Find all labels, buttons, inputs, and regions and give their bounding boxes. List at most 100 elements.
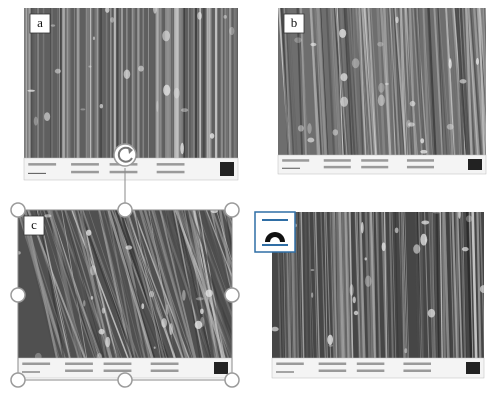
- debris-spot: [141, 303, 145, 310]
- fiber-streak: [224, 210, 232, 256]
- fiber-streak: [365, 8, 376, 155]
- fiber-streak: [468, 212, 474, 358]
- fiber-streak: [368, 212, 374, 358]
- fiber-streak: [467, 8, 480, 155]
- resize-handle[interactable]: [10, 287, 26, 303]
- fiber-streak: [309, 8, 321, 155]
- debris-spot: [310, 268, 315, 271]
- fiber-streak: [187, 210, 220, 358]
- info-text: [323, 159, 351, 162]
- fiber-streak: [353, 212, 360, 358]
- fiber-streak: [363, 8, 377, 155]
- debris-spot: [349, 284, 354, 297]
- fiber-streak: [443, 212, 450, 358]
- fiber-streak: [316, 8, 322, 155]
- fiber-streak: [394, 212, 399, 358]
- fiber-streak: [63, 210, 105, 358]
- selection: [10, 143, 240, 388]
- fiber-streak: [134, 210, 167, 358]
- info-bar: [277, 154, 487, 175]
- debris-spot: [200, 308, 204, 315]
- resize-handle[interactable]: [10, 202, 26, 218]
- fiber-streak: [422, 8, 430, 155]
- fiber-streak: [344, 8, 356, 155]
- fiber-streak: [367, 8, 378, 155]
- debris-spot: [96, 353, 103, 358]
- fiber-streak: [313, 212, 318, 358]
- sem-image: a: [23, 8, 239, 181]
- fiber-streak: [469, 8, 482, 155]
- debris-spot: [394, 227, 399, 234]
- panel-label-box: [29, 13, 51, 34]
- instrument-logo: [466, 362, 480, 374]
- layout-options-button[interactable]: [254, 211, 296, 253]
- fiber-streak: [384, 212, 390, 358]
- resize-handle[interactable]: [224, 287, 240, 303]
- debris-spot: [421, 220, 430, 225]
- fiber-streak: [451, 212, 457, 358]
- fiber-streak: [79, 210, 118, 358]
- fiber-streak: [456, 212, 463, 358]
- debris-spot: [105, 336, 111, 348]
- fiber-streak: [428, 212, 433, 358]
- resize-handle[interactable]: [10, 372, 26, 388]
- info-text: [323, 165, 351, 169]
- fiber-streak: [151, 210, 195, 358]
- fiber-streak: [211, 210, 232, 270]
- info-text: [406, 159, 434, 162]
- fiber-streak: [426, 8, 434, 155]
- fiber-streak: [314, 8, 324, 155]
- fiber-streak: [356, 212, 361, 358]
- debris-spot: [395, 16, 399, 24]
- fiber-streak: [107, 210, 154, 358]
- resize-handle[interactable]: [224, 202, 240, 218]
- fiber-streak: [191, 210, 232, 319]
- fiber-streak: [328, 212, 334, 358]
- fiber-streak: [445, 8, 454, 155]
- fiber-streak: [400, 8, 411, 155]
- fiber-streak: [393, 8, 402, 155]
- debris-spot: [180, 142, 184, 155]
- fiber-streak: [358, 212, 363, 358]
- fiber-streak: [441, 212, 446, 358]
- fiber-streak: [39, 210, 87, 358]
- fiber-streak: [358, 212, 364, 358]
- panel-label: a: [37, 15, 43, 30]
- fiber-streak: [348, 8, 359, 155]
- debris-spot: [165, 304, 169, 315]
- debris-spot: [328, 344, 333, 347]
- resize-handle[interactable]: [117, 202, 133, 218]
- rotate-handle[interactable]: [113, 143, 137, 167]
- fiber-streak: [175, 210, 212, 358]
- debris-spot: [180, 108, 189, 113]
- debris-spot: [413, 244, 421, 254]
- fiber-streak: [198, 210, 232, 309]
- debris-spot: [381, 242, 386, 252]
- fiber-streak: [452, 8, 463, 155]
- info-text: [71, 170, 99, 174]
- debris-spot: [99, 103, 104, 109]
- info-text: [150, 362, 179, 365]
- fiber-streak: [439, 212, 443, 358]
- fiber-streak: [436, 212, 440, 358]
- debris-spot: [125, 245, 133, 250]
- fiber-streak: [212, 210, 232, 314]
- debris-spot: [340, 96, 349, 107]
- debris-spot: [461, 247, 469, 252]
- debris-spot: [297, 125, 304, 132]
- info-text: [28, 163, 57, 166]
- fiber-streak: [471, 212, 478, 358]
- debris-spot: [98, 328, 105, 335]
- instrument-logo: [214, 362, 228, 374]
- debris-spot: [209, 133, 215, 139]
- resize-handle[interactable]: [224, 372, 240, 388]
- debris-spot: [448, 59, 452, 69]
- debris-spot: [156, 100, 159, 113]
- resize-handle[interactable]: [117, 372, 133, 388]
- debris-spot: [153, 8, 157, 14]
- fiber-streak: [105, 210, 145, 358]
- fiber-streak: [387, 8, 399, 155]
- fiber-streak: [459, 212, 466, 358]
- debris-spot: [351, 58, 360, 69]
- fiber-streak: [408, 212, 413, 358]
